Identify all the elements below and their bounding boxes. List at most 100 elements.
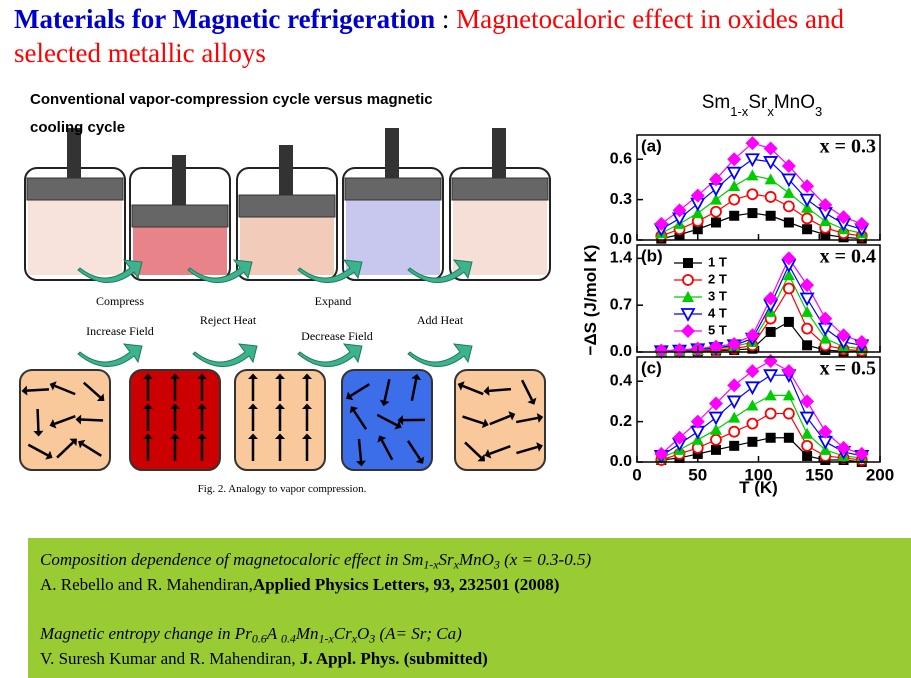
cycle-arrow — [77, 343, 143, 367]
data-point — [820, 229, 831, 240]
spin-arrow-head — [346, 391, 354, 401]
data-point — [819, 332, 832, 344]
spin-arrow — [82, 381, 102, 399]
data-point — [836, 210, 851, 225]
data-point — [764, 407, 777, 420]
spin-arrow-head — [349, 406, 359, 414]
spin-arrow-head — [508, 411, 516, 421]
text-run: MnO — [774, 92, 815, 113]
spin-arrow-head — [379, 399, 390, 407]
data-point — [708, 396, 723, 411]
data-point — [802, 340, 813, 351]
text-run: Magnetocaloric effect in oxides and sele… — [14, 4, 844, 68]
data-point — [854, 334, 869, 349]
piston-head — [238, 194, 336, 218]
y-axis-label: −ΔS (J/mol K) — [581, 245, 600, 356]
data-point — [746, 417, 759, 430]
references-box: Composition dependence of magnetocaloric… — [28, 538, 911, 678]
cylinder-content — [240, 217, 334, 275]
x-axis-label: T (K) — [739, 478, 778, 497]
data-point — [728, 180, 741, 192]
y-tick-label: 0.3 — [610, 191, 632, 208]
data-point — [654, 216, 669, 231]
data-point — [691, 207, 704, 219]
data-point — [672, 203, 687, 218]
spin-arrow-head — [415, 456, 425, 464]
spin-arrow — [27, 443, 49, 457]
data-point — [710, 217, 721, 228]
cycle-arrow — [297, 259, 363, 283]
data-point — [745, 364, 760, 379]
spin-arrow-head — [484, 449, 492, 459]
data-point — [782, 186, 795, 198]
spin-arrow-head — [197, 433, 207, 439]
spin-arrow-head — [143, 433, 153, 439]
piston-rod — [385, 128, 399, 180]
data-point — [746, 169, 759, 181]
data-point — [782, 389, 795, 401]
spin-arrow — [406, 440, 422, 460]
data-point — [836, 440, 851, 455]
x-tick-label: 0 — [632, 465, 641, 484]
text-run: MnO — [458, 550, 494, 569]
series-line — [660, 158, 862, 230]
spin-arrow-head — [143, 403, 153, 409]
data-point — [763, 369, 779, 384]
y-tick-label: 0.6 — [610, 150, 632, 167]
data-point — [692, 224, 703, 235]
legend-marker — [682, 291, 694, 302]
text-run: Composition dependence of magnetocaloric… — [40, 550, 424, 569]
chart-title: Sm1-xSrxMnO3 — [702, 92, 822, 119]
data-point — [765, 432, 776, 443]
data-point — [727, 378, 742, 393]
data-point — [799, 292, 815, 307]
data-point — [709, 193, 722, 205]
spin-arrow-head — [377, 435, 387, 443]
text-run: 1-x — [318, 631, 334, 646]
spin-arrow-head — [49, 419, 57, 429]
y-tick-label: 0.0 — [610, 453, 632, 470]
reference-title: Magnetic entropy change in Pr0.6A 0.4Mn1… — [40, 622, 462, 651]
data-point — [800, 394, 815, 409]
cycle-arrow — [407, 259, 473, 283]
text-run: Applied Physics Letters, 93, 232501 (200… — [252, 575, 560, 594]
spin-arrow — [350, 383, 370, 397]
text-run: Sm — [702, 92, 731, 113]
text-run: x — [453, 557, 459, 572]
spin-arrow-head — [302, 403, 312, 409]
data-point — [747, 208, 758, 219]
y-tick-label: 0.0 — [610, 343, 632, 360]
text-run: 1-x — [730, 104, 749, 119]
spin-arrow-head — [302, 433, 312, 439]
spin-arrow-head — [397, 415, 404, 426]
spin-arrow — [357, 438, 363, 462]
data-point — [744, 381, 760, 396]
x-tick-label: 50 — [688, 465, 707, 484]
piston-rod — [492, 128, 506, 180]
panel-annotation: x = 0.4 — [820, 246, 876, 268]
text-run: O — [357, 624, 370, 643]
data-point — [801, 322, 813, 335]
data-point — [782, 282, 795, 295]
data-point — [782, 407, 795, 420]
data-point — [764, 191, 777, 203]
spin-arrow-head — [197, 373, 207, 379]
data-point — [765, 210, 776, 221]
data-point — [818, 311, 833, 326]
data-point — [727, 152, 742, 167]
data-point — [726, 395, 742, 410]
text-run: Sr — [438, 550, 454, 569]
spin-arrow — [352, 410, 368, 430]
data-point — [799, 193, 815, 208]
spin-arrow-head — [394, 420, 402, 430]
data-point — [710, 433, 722, 446]
legend-label: 3 T — [708, 288, 727, 303]
spin-arrow-head — [275, 373, 285, 379]
spin-arrow — [516, 445, 538, 455]
data-point — [690, 188, 705, 203]
data-point — [726, 166, 742, 181]
diagram-heading: Conventional vapor-compression cycle ver… — [30, 91, 433, 136]
diagram-label: Expand — [315, 294, 352, 308]
piston-head — [26, 177, 124, 201]
